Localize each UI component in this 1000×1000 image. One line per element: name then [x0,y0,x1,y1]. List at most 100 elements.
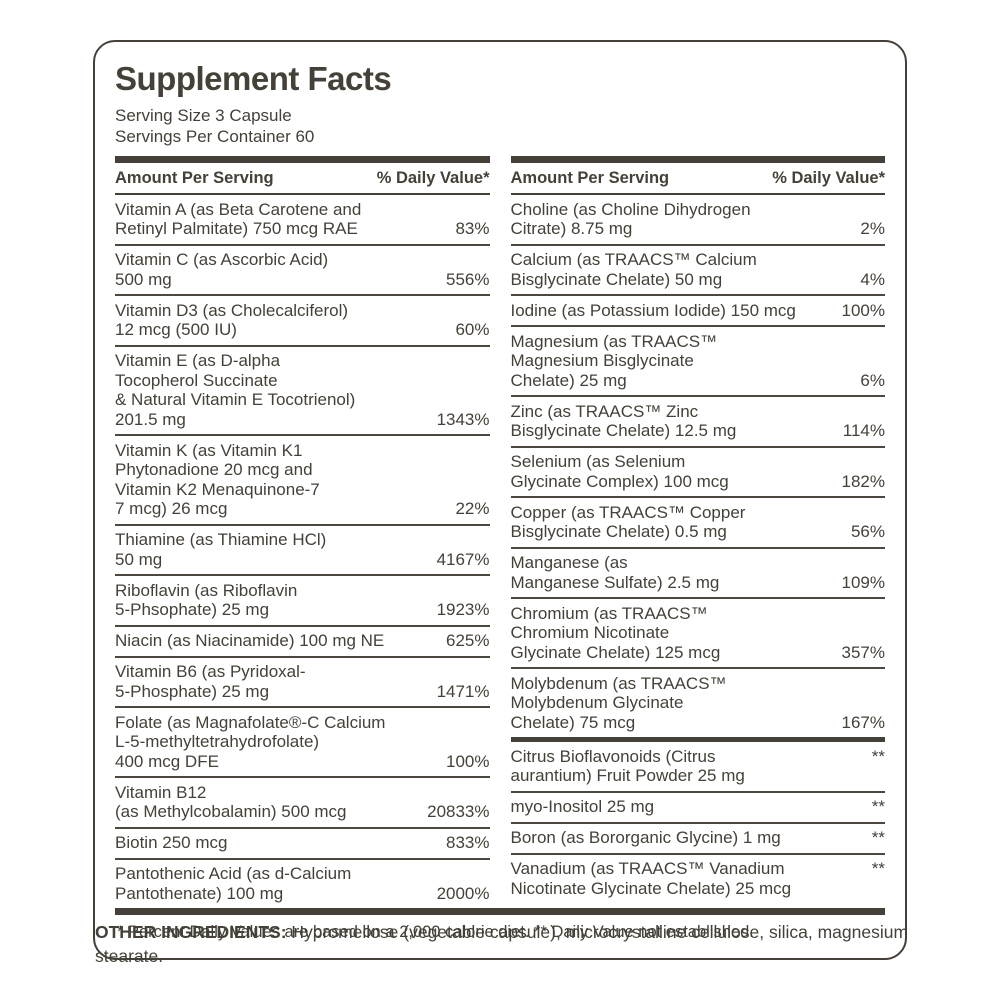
nutrient-row: Biotin 250 mcg 833% [115,826,490,858]
nutrient-daily-value: 2000% [436,883,490,903]
other-ingredients-heading: OTHER INGREDIENTS: [95,922,287,942]
nutrient-daily-value: 56% [850,522,885,541]
nutrient-daily-value: 114% [842,421,885,440]
nutrient-row: Vitamin A (as Beta Carotene and Retinyl … [115,195,490,244]
amount-per-serving-heading: Amount Per Serving [510,169,670,187]
nutrient-name: Vitamin B12 (as Methylcobalamin) 500 mcg [115,782,347,822]
nutrient-daily-value: 22% [455,499,490,518]
serving-size: Serving Size 3 Capsule [115,106,292,125]
nutrient-row: Vanadium (as TRAACS™ Vanadium Nicotinate… [510,852,885,904]
daily-value-heading: % Daily Value* [772,169,885,187]
nutrient-name: Manganese (as Manganese Sulfate) 2.5 mg [510,553,720,592]
supplement-facts-panel: Supplement Facts Serving Size 3 Capsule … [93,40,907,960]
nutrient-row: Vitamin B6 (as Pyridoxal- 5-Phosphate) 2… [115,655,490,707]
thick-rule [115,156,490,163]
nutrient-daily-value: 833% [446,833,490,852]
nutrient-name: Calcium (as TRAACS™ Calcium Bisglycinate… [510,250,757,289]
nutrient-name: Iodine (as Potassium Iodide) 150 mcg [510,300,796,320]
nutrient-name: Molybdenum (as TRAACS™ Molybdenum Glycin… [510,673,727,732]
nutrient-name: Choline (as Choline Dihydrogen Citrate) … [510,199,751,239]
nutrient-name: myo-Inositol 25 mg [510,797,655,816]
nutrient-row: Molybdenum (as TRAACS™ Molybdenum Glycin… [510,667,885,737]
nutrient-daily-value: 83% [455,219,490,238]
column-left-rows: Vitamin A (as Beta Carotene and Retinyl … [115,195,490,908]
nutrient-name: Selenium (as Selenium Glycinate Complex)… [510,452,729,491]
nutrient-daily-value: 1343% [436,409,490,429]
nutrient-row: Niacin (as Niacinamide) 100 mg NE 625% [115,624,490,656]
nutrient-name: Folate (as Magnafolate®-C Calcium L-5-me… [115,712,386,771]
nutrient-row: Copper (as TRAACS™ Copper Bisglycinate C… [510,496,885,547]
nutrient-name: Chromium (as TRAACS™ Chromium Nicotinate… [510,603,721,662]
nutrient-name: Zinc (as TRAACS™ Zinc Bisglycinate Chela… [510,401,737,441]
nutrient-row: Thiamine (as Thiamine HCl) 50 mg 4167% [115,523,490,575]
nutrient-row: Citrus Bioflavonoids (Citrus aurantium) … [510,737,885,791]
nutrient-row: Zinc (as TRAACS™ Zinc Bisglycinate Chela… [510,395,885,446]
daily-value-footnote: * Percent Daily Values are based on a 2,… [117,923,754,941]
nutrient-daily-value: 2% [860,219,885,238]
servings-per-container: Servings Per Container 60 [115,127,315,146]
nutrient-row: Boron (as Bororganic Glycine) 1 mg ** [510,821,885,853]
amount-per-serving-heading: Amount Per Serving [115,169,274,187]
nutrient-row: Manganese (as Manganese Sulfate) 2.5 mg 1… [510,546,885,598]
column-right-rows: Choline (as Choline Dihydrogen Citrate) … [510,195,886,904]
facts-columns: Amount Per Serving % Daily Value* Vitami… [115,156,885,908]
nutrient-name: Vitamin B6 (as Pyridoxal- 5-Phosphate) 2… [115,662,306,701]
nutrient-row: myo-Inositol 25 mg ** [510,790,885,822]
facts-column-left: Amount Per Serving % Daily Value* Vitami… [115,156,490,908]
nutrient-row: Selenium (as Selenium Glycinate Complex)… [510,445,885,497]
nutrient-daily-value: 20833% [427,802,490,821]
nutrient-row: Vitamin E (as D-alpha Tocopherol Succina… [115,344,490,435]
nutrient-daily-value: 60% [455,320,490,339]
nutrient-daily-value: 100% [841,300,885,320]
thick-rule [510,156,885,163]
column-header: Amount Per Serving % Daily Value* [510,163,885,195]
nutrient-name: Vitamin K (as Vitamin K1 Phytonadione 20… [115,440,320,519]
nutrient-daily-value: ** [871,746,885,766]
nutrient-name: Biotin 250 mcg [115,833,228,852]
daily-value-heading: % Daily Value* [376,169,490,187]
nutrient-name: Citrus Bioflavonoids (Citrus aurantium) … [510,746,745,786]
nutrient-name: Pantothenic Acid (as d-Calcium Pantothen… [115,864,352,903]
nutrient-name: Magnesium (as TRAACS™ Magnesium Bisglyci… [510,331,718,390]
nutrient-daily-value: ** [871,859,885,878]
nutrient-row: Choline (as Choline Dihydrogen Citrate) … [511,195,886,244]
nutrient-name: Thiamine (as Thiamine HCl) 50 mg [115,530,327,569]
nutrient-daily-value: 4167% [436,549,490,569]
nutrient-row: Folate (as Magnafolate®-C Calcium L-5-me… [115,706,490,776]
nutrient-row: Chromium (as TRAACS™ Chromium Nicotinate… [510,597,885,667]
nutrient-daily-value: 1923% [436,600,490,619]
nutrient-daily-value: 4% [860,269,885,289]
nutrient-row: Vitamin D3 (as Cholecalciferol) 12 mcg (… [115,294,490,345]
nutrient-row: Iodine (as Potassium Iodide) 150 mcg 100% [510,294,885,325]
facts-column-right: Amount Per Serving % Daily Value* Cholin… [510,156,886,908]
other-ingredients-text: Hypromellose (vegetable capsule), microc… [95,922,909,966]
nutrient-name: Vitamin D3 (as Cholecalciferol) 12 mcg (… [115,300,349,340]
nutrient-name: Vitamin C (as Ascorbic Acid) 500 mg [115,250,329,289]
nutrient-row: Vitamin C (as Ascorbic Acid) 500 mg 556% [115,243,490,295]
nutrient-name: Riboflavin (as Riboflavin 5-Phsophate) 2… [115,580,298,620]
thick-rule-bottom [115,908,885,915]
nutrient-row: Vitamin K (as Vitamin K1 Phytonadione 20… [115,434,490,524]
nutrient-name: Vanadium (as TRAACS™ Vanadium Nicotinate… [510,859,792,898]
nutrient-name: Vitamin E (as D-alpha Tocopherol Succina… [115,351,356,429]
column-header: Amount Per Serving % Daily Value* [115,163,490,195]
nutrient-daily-value: 6% [860,370,885,390]
nutrient-daily-value: 556% [446,269,490,289]
nutrient-daily-value: 182% [841,471,885,491]
nutrient-name: Niacin (as Niacinamide) 100 mg NE [115,631,385,650]
nutrient-daily-value: 625% [446,631,490,650]
nutrient-daily-value: 357% [841,642,885,662]
nutrient-row: Vitamin B12 (as Methylcobalamin) 500 mcg… [115,776,490,827]
nutrient-daily-value: 109% [841,572,885,592]
nutrient-daily-value: ** [871,828,885,847]
nutrient-name: Boron (as Bororganic Glycine) 1 mg [510,828,781,847]
panel-title: Supplement Facts [115,60,392,97]
nutrient-name: Copper (as TRAACS™ Copper Bisglycinate C… [510,502,746,542]
nutrient-row: Pantothenic Acid (as d-Calcium Pantothen… [115,857,490,909]
nutrient-daily-value: 167% [841,712,885,732]
nutrient-row: Calcium (as TRAACS™ Calcium Bisglycinate… [510,243,885,295]
nutrient-row: Riboflavin (as Riboflavin 5-Phsophate) 2… [115,574,490,625]
nutrient-name: Vitamin A (as Beta Carotene and Retinyl … [115,199,362,239]
nutrient-row: Magnesium (as TRAACS™ Magnesium Bisglyci… [510,325,885,395]
nutrient-daily-value: ** [871,797,885,816]
